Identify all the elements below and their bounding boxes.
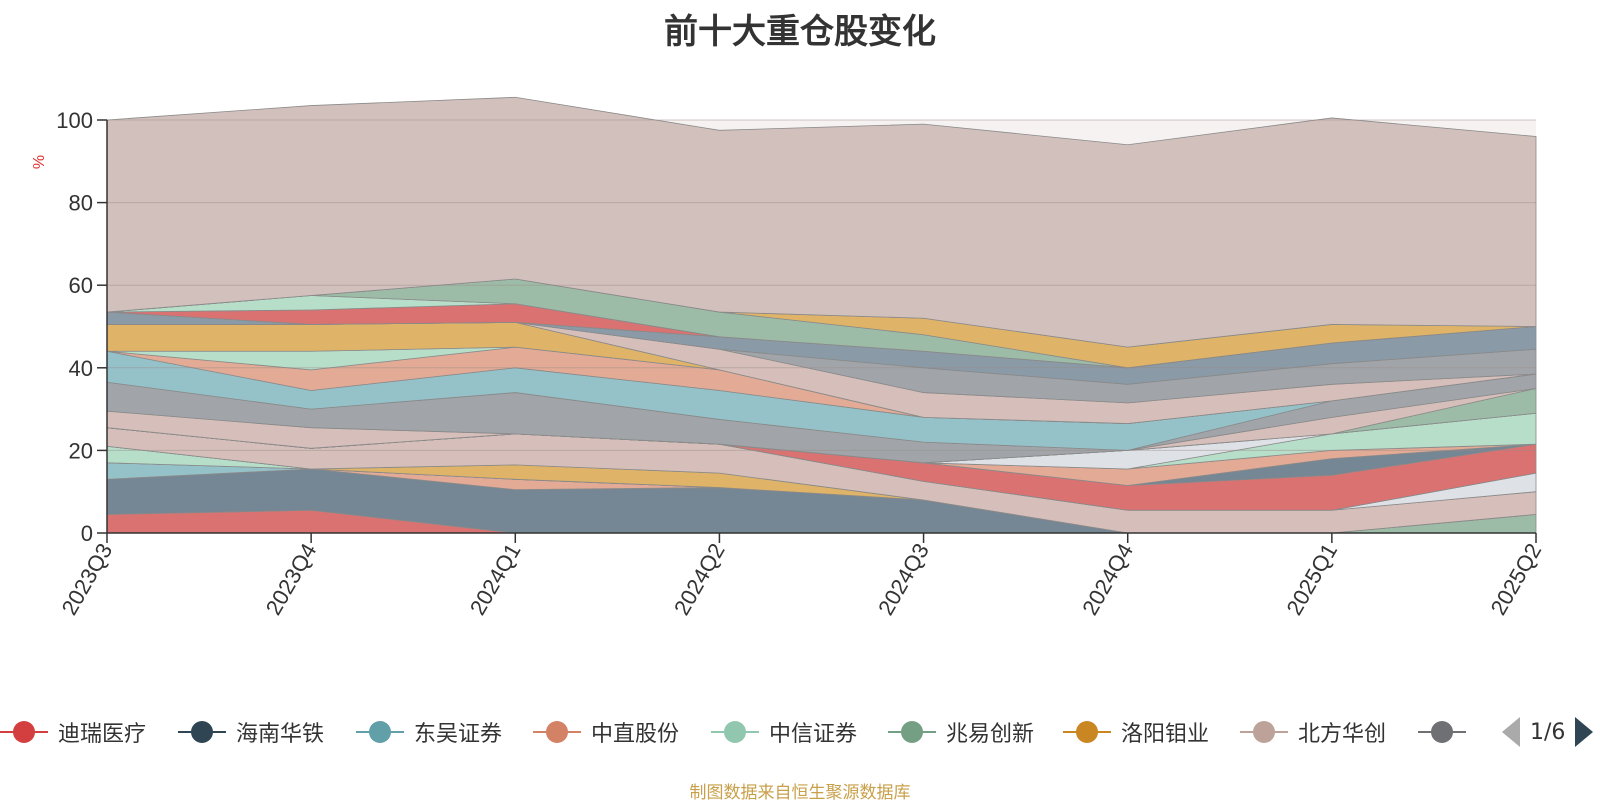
legend-marker-icon <box>178 720 226 744</box>
legend: 迪瑞医疗 海南华铁 东吴证券 中直股份 中信证券 兆易创新 洛阳钼业 北方华创 <box>0 712 1600 752</box>
grid-lines <box>107 119 1536 451</box>
legend-marker-icon <box>1418 720 1466 744</box>
x-tick-label: 2023Q4 <box>261 539 322 619</box>
legend-marker-icon <box>1240 720 1288 744</box>
legend-label: 兆易创新 <box>946 722 1035 747</box>
x-tick-label: 2025Q1 <box>1281 539 1342 619</box>
x-tick-label: 2024Q4 <box>1077 539 1138 619</box>
x-tick-label: 2025Q2 <box>1486 539 1547 619</box>
legend-marker-icon <box>888 720 936 744</box>
y-tick-label: 60 <box>69 273 93 298</box>
legend-item[interactable]: 洛阳钼业 <box>1063 712 1209 752</box>
x-tick-label: 2024Q1 <box>465 539 526 619</box>
legend-item[interactable]: 兆易创新 <box>888 712 1034 752</box>
legend-item[interactable]: 北方华创 <box>1240 712 1386 752</box>
legend-marker-icon <box>711 720 759 744</box>
legend-pager: 1/6 <box>1498 712 1600 752</box>
y-tick-label: 40 <box>69 356 93 381</box>
prev-page-icon[interactable] <box>1502 717 1520 747</box>
y-tick-label: 80 <box>69 191 93 216</box>
legend-label: 中直股份 <box>591 722 680 747</box>
y-tick-label: 20 <box>69 438 93 463</box>
area-series-group <box>106 96 1537 534</box>
legend-label: 迪瑞医疗 <box>58 722 147 747</box>
data-source-note: 制图数据来自恒生聚源数据库 <box>689 783 911 803</box>
legend-item[interactable] <box>1418 712 1476 752</box>
legend-item[interactable]: 海南华铁 <box>178 712 324 752</box>
legend-item[interactable]: 中信证券 <box>711 712 857 752</box>
chart-title: 前十大重仓股变化 <box>664 12 936 52</box>
area-chart: 0 20 40 60 80 100 2023Q3 2023Q4 2024Q1 2024Q2 2024… <box>31 96 1547 619</box>
y-tick-label: 0 <box>81 521 93 546</box>
legend-label: 北方华创 <box>1298 722 1387 747</box>
pager-text: 1/6 <box>1530 719 1566 745</box>
legend-item[interactable]: 迪瑞医疗 <box>0 712 146 752</box>
y-axis-label: % <box>31 155 48 169</box>
legend-marker-icon <box>1063 720 1111 744</box>
next-page-icon[interactable] <box>1575 717 1594 747</box>
y-tick-label: 100 <box>56 108 93 133</box>
x-tick-label: 2024Q3 <box>873 539 934 619</box>
area-series-28[interactable] <box>106 96 1537 348</box>
legend-item[interactable]: 中直股份 <box>533 712 679 752</box>
legend-marker-icon <box>0 720 48 744</box>
legend-label: 海南华铁 <box>236 722 325 747</box>
legend-marker-icon <box>533 720 581 744</box>
legend-marker-icon <box>356 720 404 744</box>
legend-label: 东吴证券 <box>414 722 503 747</box>
x-tick-label: 2023Q3 <box>57 539 118 619</box>
x-tick-label: 2024Q2 <box>669 539 730 619</box>
legend-item[interactable]: 东吴证券 <box>356 712 502 752</box>
legend-label: 中信证券 <box>769 722 858 747</box>
legend-label: 洛阳钼业 <box>1121 722 1210 747</box>
